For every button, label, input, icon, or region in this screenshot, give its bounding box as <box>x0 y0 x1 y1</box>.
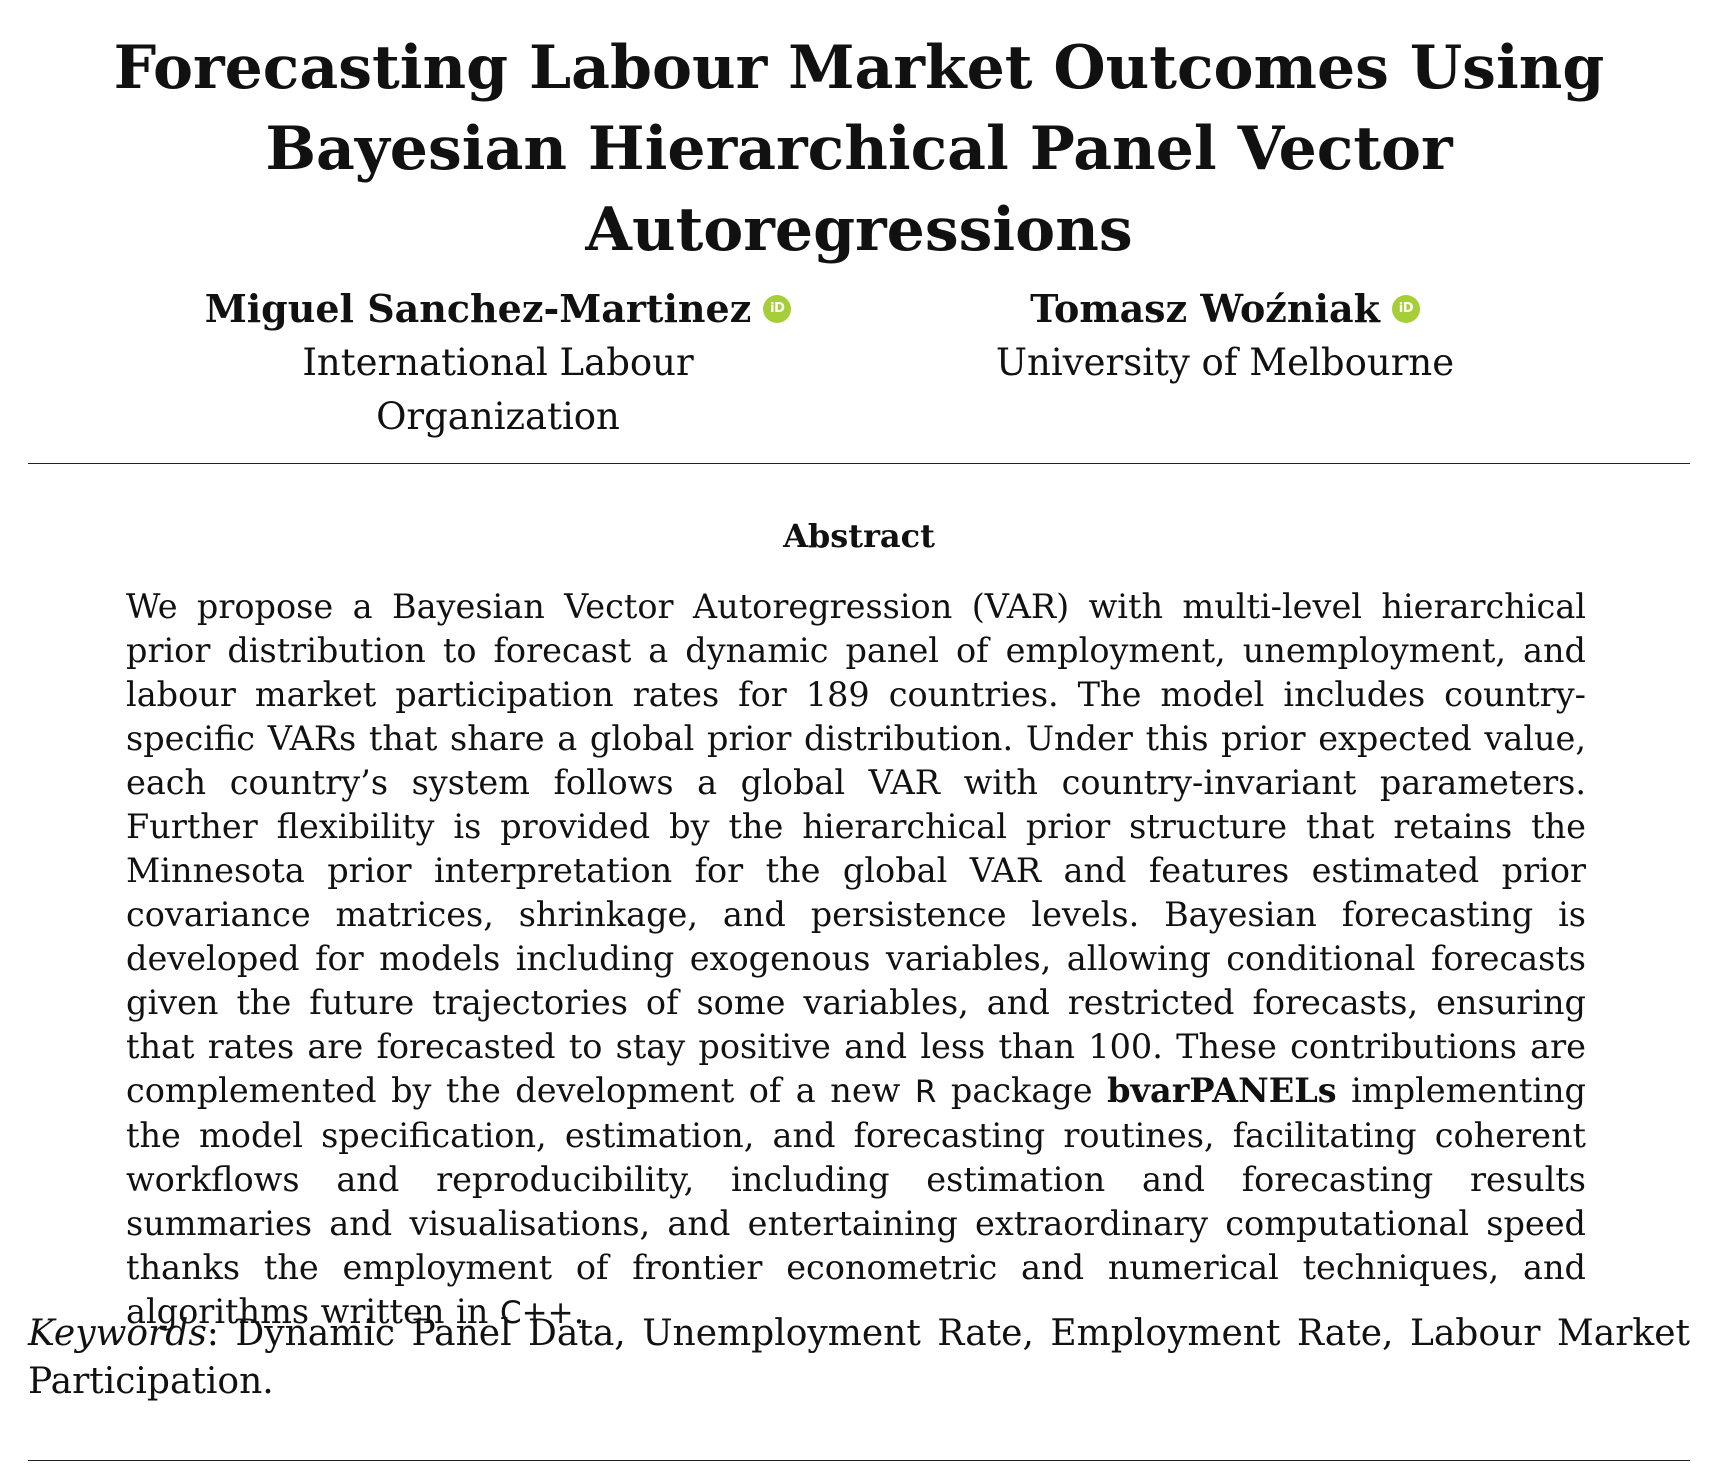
orcid-icon[interactable]: iD <box>763 295 792 323</box>
keywords: Keywords: Dynamic Panel Data, Unemployme… <box>28 1310 1690 1406</box>
bottom-divider <box>28 1460 1690 1461</box>
abstract-text: We propose a Bayesian Vector Autoregress… <box>126 585 1586 1335</box>
author-block-2: Tomasz Woźniak iD University of Melbourn… <box>905 282 1545 390</box>
paper-title: Forecasting Labour Market Outcomes Using… <box>113 33 1605 265</box>
cpp-language-label: C++ <box>500 1295 574 1331</box>
keywords-label: Keywords <box>28 1313 207 1354</box>
abstract-text-part: implementing the model specification, es… <box>126 1071 1586 1331</box>
author-block-1: Miguel Sanchez-Martinez iD International… <box>178 282 818 444</box>
author-affiliation: University of Melbourne <box>995 341 1455 384</box>
author-name: Tomasz Woźniak <box>1030 286 1380 331</box>
author-name: Miguel Sanchez-Martinez <box>204 286 752 331</box>
r-language-label: R <box>914 1074 937 1110</box>
abstract-text-part: . <box>573 1292 585 1331</box>
top-divider <box>28 463 1690 464</box>
abstract-heading: Abstract <box>783 517 935 555</box>
package-name: bvarPANELs <box>1107 1071 1337 1110</box>
orcid-icon[interactable]: iD <box>1391 295 1420 323</box>
author-affiliation: International Labour Organization <box>302 341 694 438</box>
abstract-text-part: We propose a Bayesian Vector Autoregress… <box>126 587 1586 1110</box>
keywords-list: Dynamic Panel Data, Unemployment Rate, E… <box>28 1313 1690 1402</box>
keywords-separator: : <box>206 1313 236 1354</box>
author-name-row: Tomasz Woźniak iD <box>905 282 1545 336</box>
abstract-text-part: package <box>936 1071 1108 1110</box>
author-name-row: Miguel Sanchez-Martinez iD <box>178 282 818 336</box>
